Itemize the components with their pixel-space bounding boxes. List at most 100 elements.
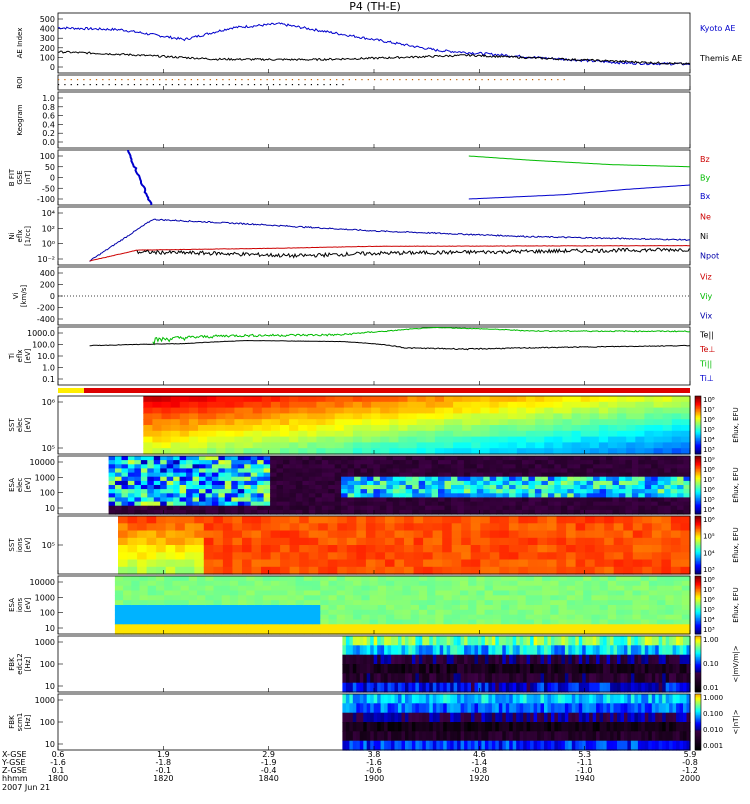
- esa-ions-cell: [148, 581, 157, 586]
- fbk-edc12-cell: [509, 664, 513, 674]
- fbk-scm1-cell: [353, 694, 357, 704]
- esa-elec-cell: [180, 460, 187, 465]
- sst-elec-cell: [316, 431, 326, 437]
- esa-elec-cell: [257, 506, 264, 511]
- esa-elec-cell: [335, 464, 342, 469]
- esa-elec-cell: [341, 460, 348, 465]
- sst-elec-cell: [490, 413, 500, 419]
- roi-marker: [342, 84, 343, 85]
- fbk-edc12-cell: [447, 655, 451, 665]
- sst-elec-cell: [362, 408, 372, 414]
- sst-elec-cell: [663, 442, 673, 448]
- fbk-edc12-cell: [426, 664, 430, 674]
- esa-elec-cell: [541, 456, 548, 461]
- fbk-edc12-cell: [356, 673, 360, 683]
- sst-elec-cell: [335, 408, 345, 414]
- fbk-scm1-cell: [346, 722, 350, 732]
- esa-elec-cell: [658, 477, 665, 482]
- esa-ions-cell: [337, 595, 346, 600]
- fbk-edc12-cell: [603, 645, 607, 655]
- fbk-scm1-cell: [402, 694, 406, 704]
- sst-ions-cell: [318, 516, 328, 524]
- fbk-scm1-cell: [614, 741, 618, 751]
- esa-elec-cell: [509, 502, 516, 507]
- esa-elec-cell: [432, 493, 439, 498]
- esa-elec-cell: [593, 464, 600, 469]
- esa-ions-cell: [493, 591, 502, 596]
- roi-marker: [292, 84, 293, 85]
- esa-elec-cell: [373, 473, 380, 478]
- esa-elec-cell: [231, 481, 238, 486]
- esa-elec-cell: [638, 506, 645, 511]
- esa-ions-cell: [115, 615, 124, 620]
- sst-elec-cell: [654, 419, 664, 425]
- fbk-scm1-cell: [627, 741, 631, 751]
- esa-elec-cell: [309, 497, 316, 502]
- esa-elec-cell: [238, 506, 245, 511]
- fbk-scm1-cell: [481, 731, 485, 741]
- sst-ions-cell: [442, 560, 452, 568]
- bfit-panel-tick-label: 0: [50, 174, 55, 183]
- esa-ions-cell: [665, 586, 674, 591]
- sst-elec-cell: [280, 437, 290, 443]
- esa-elec-cell: [664, 456, 671, 461]
- esa-elec-cell: [470, 473, 477, 478]
- esa-elec-cell: [671, 485, 678, 490]
- fbk-edc12-cell: [621, 636, 625, 646]
- esa-ions-cell: [682, 591, 691, 596]
- esa-elec-cell: [380, 456, 387, 461]
- sst-elec-cell: [207, 431, 217, 437]
- sst-elec-cell: [517, 413, 527, 419]
- sst-elec-cell: [344, 396, 354, 402]
- fbk-scm1-cell: [468, 731, 472, 741]
- sst-ions-cell: [337, 531, 347, 539]
- esa-elec-cell: [457, 485, 464, 490]
- fbk-scm1-cell: [520, 694, 524, 704]
- esa-elec-cell: [632, 481, 639, 486]
- esa-elec-cell: [257, 473, 264, 478]
- esa-ions-cell: [181, 610, 190, 615]
- esa-elec-colorbar-tick: 10⁷: [703, 476, 715, 484]
- esa-elec-cell: [386, 506, 393, 511]
- esa-elec-cell: [290, 464, 297, 469]
- esa-elec-cell: [470, 464, 477, 469]
- esa-elec-cell: [290, 502, 297, 507]
- esa-elec-cell: [354, 460, 361, 465]
- fbk-scm1-cell: [468, 694, 472, 704]
- esa-elec-cell: [270, 493, 277, 498]
- sst-ions-cell: [671, 531, 681, 539]
- esa-elec-cell: [173, 502, 180, 507]
- sst-ions-cell: [271, 538, 281, 546]
- sst-elec-cell: [499, 396, 509, 402]
- esa-ions-cell: [411, 615, 420, 620]
- fbk-edc12-cell: [475, 645, 479, 655]
- esa-elec-cell: [600, 477, 607, 482]
- fbk-scm1-cell: [346, 741, 350, 751]
- esa-elec-cell: [535, 473, 542, 478]
- sst-ions-cell: [499, 545, 509, 553]
- esa-ions-cell: [575, 600, 584, 605]
- esa-elec-cell: [270, 485, 277, 490]
- sst-ions-cell: [213, 552, 223, 560]
- esa-elec-cell: [173, 493, 180, 498]
- esa-elec-cell: [632, 497, 639, 502]
- esa-elec-cell: [457, 489, 464, 494]
- fbk-scm1-cell: [356, 741, 360, 751]
- sst-ions-cell: [337, 523, 347, 531]
- sst-elec-cell: [271, 402, 281, 408]
- esa-ions-cell: [255, 624, 264, 629]
- esa-ions-cell: [370, 610, 379, 615]
- sst-ions-cell: [309, 552, 319, 560]
- fbk-edc12-cell: [398, 683, 402, 693]
- sst-elec-cell: [398, 408, 408, 414]
- fbk-scm1-cell: [530, 694, 534, 704]
- fbk-edc12-cell: [645, 664, 649, 674]
- esa-elec-cell: [225, 506, 232, 511]
- roi-marker: [248, 84, 249, 85]
- esa-elec-cell: [470, 456, 477, 461]
- sst-ions-cell: [528, 538, 538, 546]
- sst-ions-cell: [528, 545, 538, 553]
- esa-ions-panel-ylabel-2: ions: [16, 597, 24, 612]
- sst-elec-cell: [389, 437, 399, 443]
- fbk-edc12-cell: [641, 636, 645, 646]
